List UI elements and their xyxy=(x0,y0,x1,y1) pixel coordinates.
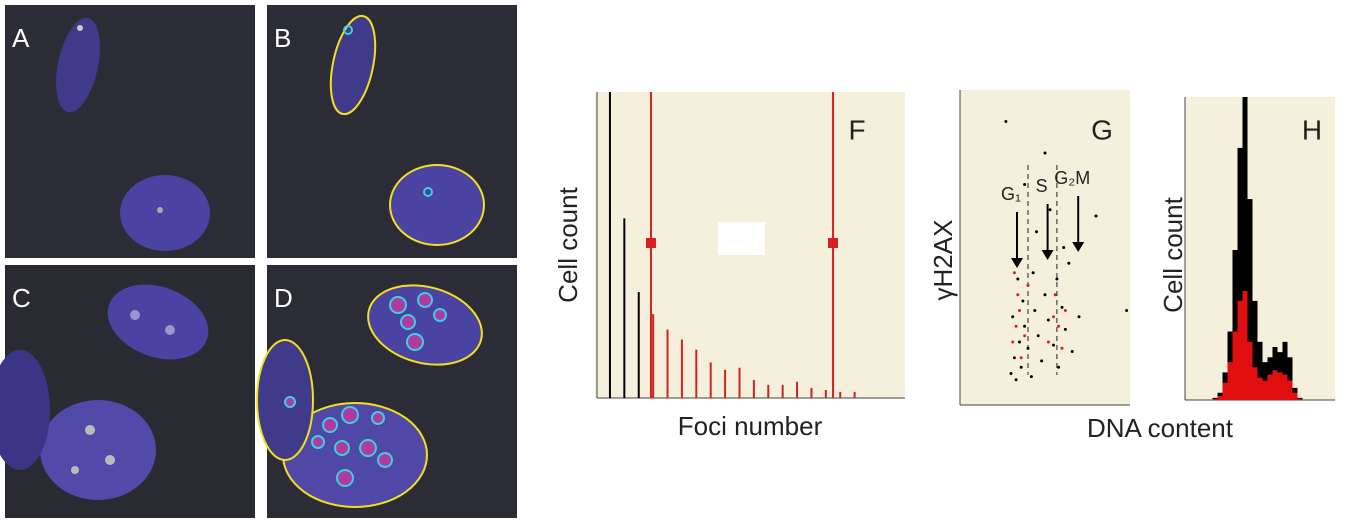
hist-bar xyxy=(1258,378,1263,400)
point xyxy=(1033,309,1036,312)
hist-bar xyxy=(1273,370,1278,400)
hist-bar xyxy=(1218,396,1223,400)
x-axis-label: DNA content xyxy=(1087,413,1234,443)
point xyxy=(1049,208,1052,211)
point xyxy=(1062,246,1065,249)
hist-bar xyxy=(1248,342,1253,400)
point xyxy=(1011,315,1014,318)
point xyxy=(1023,334,1026,337)
image-b: B xyxy=(267,5,517,258)
point xyxy=(1015,378,1018,381)
hist-bar xyxy=(1263,381,1268,400)
point xyxy=(1011,341,1014,344)
image-c: C xyxy=(0,265,255,518)
hist-bar xyxy=(1268,375,1273,400)
point xyxy=(1021,300,1024,303)
point xyxy=(1052,315,1055,318)
point xyxy=(1064,309,1067,312)
point xyxy=(1057,366,1060,369)
hist-bar xyxy=(1243,291,1248,400)
blank-box xyxy=(718,222,765,255)
chart-label: G xyxy=(1091,114,1113,145)
point xyxy=(1057,325,1060,328)
hist-bar xyxy=(1238,301,1243,400)
point xyxy=(1044,293,1047,296)
point xyxy=(1061,347,1064,350)
hist-bar xyxy=(1293,393,1298,400)
point xyxy=(1044,152,1047,155)
point xyxy=(1018,341,1021,344)
hist-bar xyxy=(1223,383,1228,400)
point xyxy=(1013,356,1016,359)
point xyxy=(1037,334,1040,337)
hist-bar xyxy=(1298,399,1303,400)
point xyxy=(1010,372,1013,375)
hist-bar xyxy=(1228,362,1233,400)
point xyxy=(1052,344,1055,347)
point xyxy=(1027,347,1030,350)
point xyxy=(1015,325,1018,328)
point xyxy=(1095,215,1098,218)
image-d: D xyxy=(257,265,517,518)
point xyxy=(1023,183,1026,186)
point xyxy=(1047,318,1050,321)
point xyxy=(1016,278,1019,281)
y-axis-label: Cell count xyxy=(553,186,583,302)
hist-bar xyxy=(1283,375,1288,400)
point xyxy=(1125,309,1128,312)
y-axis-label: Cell count xyxy=(1158,196,1188,312)
point xyxy=(1047,341,1050,344)
point xyxy=(1004,120,1007,123)
point xyxy=(1078,315,1081,318)
image-a: A xyxy=(5,5,255,258)
gate-marker xyxy=(828,238,838,248)
point xyxy=(1040,359,1043,362)
annotation: S xyxy=(1036,176,1048,196)
hist-bar xyxy=(1288,381,1293,400)
point xyxy=(1027,284,1030,287)
point xyxy=(1032,271,1035,274)
point xyxy=(1055,278,1058,281)
y-axis-label: γH2AX xyxy=(928,220,958,301)
hist-bar xyxy=(1233,332,1238,400)
annotation: G₂M xyxy=(1054,168,1090,188)
point xyxy=(1067,262,1070,265)
hist-bar xyxy=(1253,367,1258,400)
chart-label: F xyxy=(848,114,865,145)
point xyxy=(1020,366,1023,369)
point xyxy=(1023,325,1026,328)
hist-bar xyxy=(1213,399,1218,400)
point xyxy=(1071,350,1074,353)
chart-label: H xyxy=(1302,114,1322,145)
point xyxy=(1030,375,1033,378)
figure: A B C D F Foci number Cell count G DNA conte… xyxy=(0,0,1345,521)
point xyxy=(1013,271,1016,274)
point xyxy=(1054,293,1057,296)
panel-label: B xyxy=(274,23,291,53)
x-axis-label: Foci number xyxy=(678,411,823,441)
annotation: G₁ xyxy=(1001,184,1021,204)
page: A B C D F Foci number Cell count G DNA conte… xyxy=(0,0,1345,521)
point xyxy=(1020,356,1023,359)
point xyxy=(1061,306,1064,309)
panel-label: C xyxy=(12,283,31,313)
panel-label: D xyxy=(274,283,293,313)
point xyxy=(1035,230,1038,233)
hist-bar xyxy=(1278,372,1283,400)
point xyxy=(1016,293,1019,296)
gate-marker xyxy=(646,238,656,248)
point xyxy=(1018,309,1021,312)
panel-label: A xyxy=(12,23,30,53)
point xyxy=(1064,328,1067,331)
